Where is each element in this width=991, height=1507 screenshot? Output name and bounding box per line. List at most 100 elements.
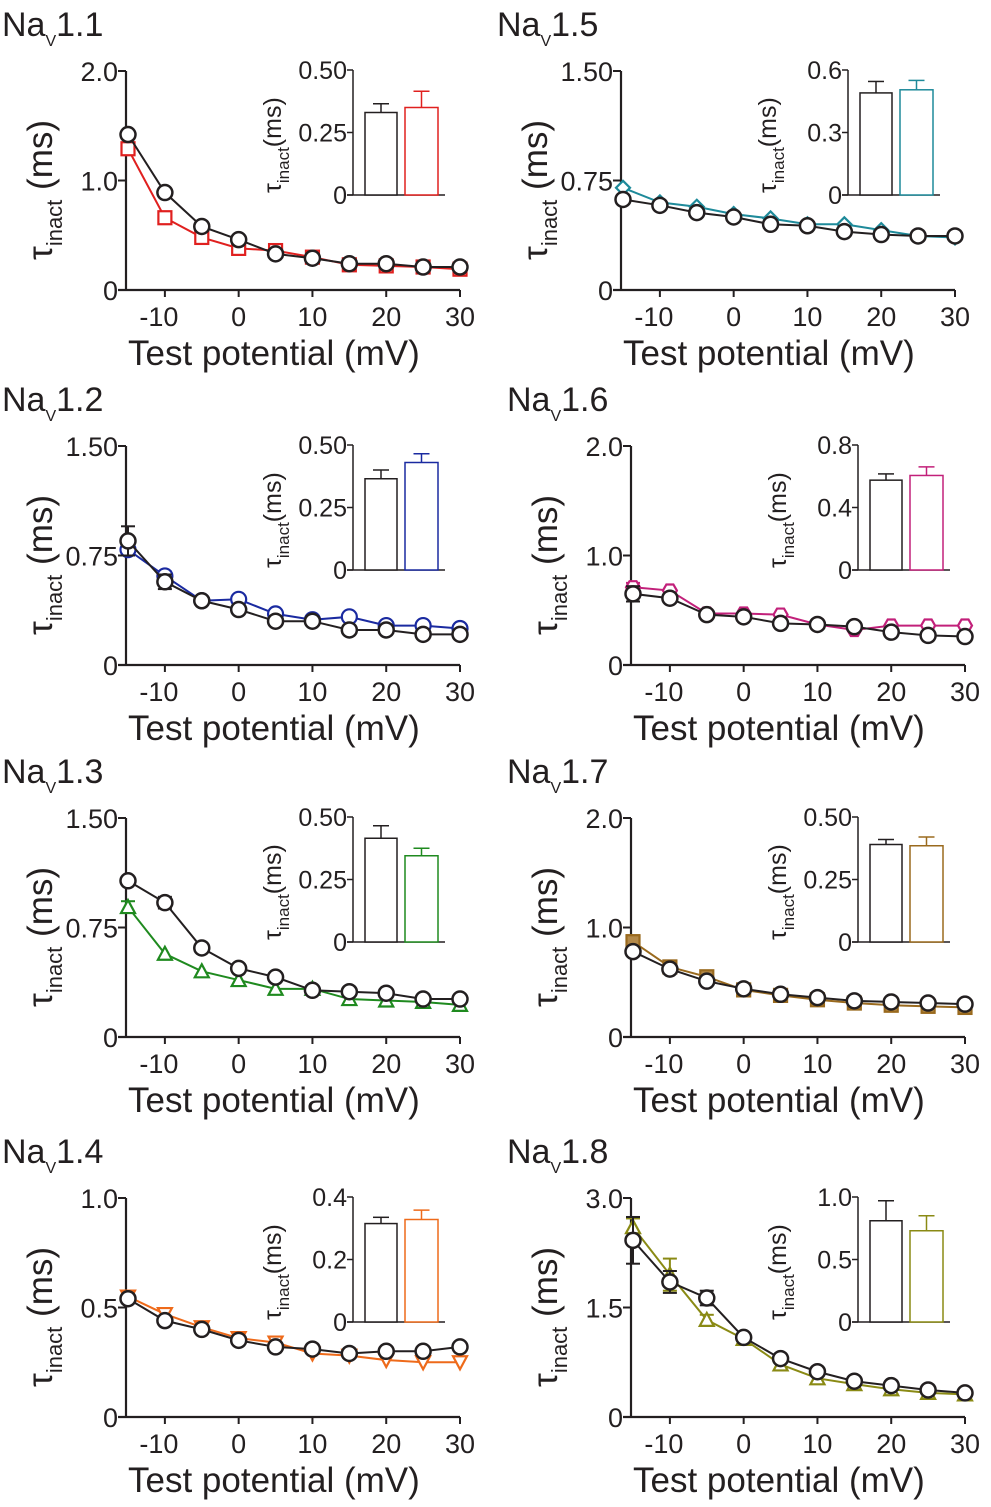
inset-y-label-tau: τ	[259, 558, 287, 568]
data-point-control	[377, 984, 395, 1002]
y-tick-label: 0	[598, 276, 613, 306]
data-point-control	[193, 939, 211, 957]
data-point-control	[761, 215, 780, 234]
title-subscript: V	[45, 33, 56, 50]
y-tick-label: 2.0	[80, 57, 118, 87]
inset-y-tick-label: 1.0	[817, 1184, 852, 1212]
title-subscript: V	[45, 408, 56, 425]
inset-y-label-subscript: inact	[779, 894, 798, 930]
y-tick-label: 1.0	[585, 542, 623, 572]
y-axis-label: τinact (ms)	[526, 1247, 572, 1387]
y-label-unit: (ms)	[21, 120, 60, 200]
data-point-control	[734, 980, 753, 998]
x-tick-label: 30	[950, 1049, 980, 1079]
inset-y-axis-label: τinact(ms)	[754, 97, 788, 193]
inset-y-tick-label: 0.5	[817, 1247, 852, 1275]
inset-y-label-subscript: inact	[779, 522, 798, 558]
y-axis-label: τinact (ms)	[21, 1247, 67, 1387]
data-point-control	[808, 988, 827, 1007]
inset-y-tick-label: 0.50	[298, 804, 347, 832]
y-tick-label: 3.0	[585, 1184, 623, 1214]
x-tick-label: -10	[139, 677, 178, 707]
x-tick-label: 10	[802, 1049, 832, 1079]
panel-nav1-1: NaV1.1 0 1.0 2.0 -10 0 10 20 30 Test potential (m…	[2, 6, 475, 373]
inset-y-axis-label: τinact(ms)	[259, 1224, 293, 1320]
y-label-subscript: inact	[42, 947, 67, 993]
data-point-control	[919, 626, 937, 645]
title-subscript: V	[45, 1160, 56, 1177]
panel-title: NaV1.7	[507, 753, 608, 797]
title-number: 1.3	[56, 753, 103, 791]
inset-bar-chart: 0 0.2 0.4 τinact(ms)	[259, 1184, 445, 1337]
inset-y-tick-label: 0.25	[298, 120, 347, 148]
data-point-control	[193, 592, 211, 610]
title-subscript: V	[540, 33, 551, 50]
y-axis-label: τinact (ms)	[526, 867, 572, 1007]
data-point-control	[845, 617, 864, 636]
data-point-control	[340, 982, 359, 1001]
data-point-control	[156, 1311, 174, 1330]
data-point-control	[956, 627, 974, 646]
x-tick-label: 20	[371, 302, 401, 332]
panel-title: NaV1.6	[507, 381, 608, 425]
y-tick-label: 0.75	[65, 914, 118, 944]
inset-bar-chart: 0 0.5 1.0 τinact(ms)	[764, 1184, 950, 1337]
y-label-tau: τ	[21, 246, 60, 260]
data-point-control	[919, 994, 937, 1012]
fit-line-variant	[127, 906, 461, 1006]
x-tick-label: 10	[297, 302, 327, 332]
x-tick-label: 30	[950, 677, 980, 707]
title-prefix: Na	[2, 753, 46, 791]
panel-nav1-8: NaV1.8 0 1.5 3.0 -10 0 10 20 30 Test potential (m…	[507, 1133, 980, 1500]
data-point-control	[808, 615, 827, 634]
inset-bar-control	[364, 111, 398, 196]
y-axis-label: τinact (ms)	[21, 867, 67, 1007]
inset-y-label-tau: τ	[754, 183, 782, 193]
data-point-control	[229, 230, 248, 249]
inset-y-tick-label: 0	[333, 929, 347, 957]
y-label-tau: τ	[526, 621, 565, 635]
x-tick-label: 30	[950, 1429, 980, 1459]
y-tick-label: 1.5	[585, 1294, 623, 1324]
x-tick-label: 30	[940, 302, 970, 332]
panel-nav1-6: NaV1.6 0 1.0 2.0 -10 0 10 20 30 Test potential (m…	[507, 381, 980, 748]
y-axis-label: τinact (ms)	[516, 120, 562, 260]
inset-bar-variant	[404, 461, 439, 571]
y-tick-label: 0	[103, 276, 118, 306]
panel-nav1-7: NaV1.7 0 1.0 2.0 -10 0 10 20 30 Test potential (m…	[507, 753, 980, 1120]
data-point-control	[451, 1338, 469, 1356]
data-point-control	[193, 1320, 211, 1339]
data-point-control	[266, 968, 285, 986]
data-point-variant	[157, 210, 173, 226]
inset-y-label-unit: (ms)	[259, 844, 287, 894]
inset-y-label-unit: (ms)	[259, 97, 287, 147]
y-label-subscript: inact	[42, 575, 67, 621]
x-tick-label: -10	[644, 677, 683, 707]
fit-line-control	[127, 1297, 461, 1355]
data-point-control	[414, 625, 432, 644]
x-tick-label: 30	[445, 1049, 475, 1079]
data-point-control	[771, 985, 790, 1004]
data-point-control	[451, 990, 469, 1008]
fit-line-variant	[127, 548, 461, 630]
inset-y-axis-label: τinact(ms)	[764, 1224, 798, 1320]
title-subscript: V	[550, 1160, 561, 1177]
inset-y-tick-label: 0.3	[807, 120, 842, 148]
y-tick-label: 0.75	[560, 167, 613, 197]
data-point-control	[414, 1342, 432, 1361]
fit-line-control	[127, 133, 460, 269]
inset-y-label-unit: (ms)	[764, 1224, 792, 1274]
inset-bar-variant	[909, 845, 944, 943]
data-point-control	[919, 1381, 937, 1399]
x-axis-label: Test potential (mV)	[128, 709, 420, 748]
inset-y-axis-label: τinact(ms)	[259, 97, 293, 193]
x-axis-label: Test potential (mV)	[633, 1081, 925, 1120]
x-tick-label: 20	[876, 677, 906, 707]
data-point-control	[882, 623, 900, 641]
y-axis-label: τinact (ms)	[21, 120, 67, 260]
y-label-unit: (ms)	[526, 1247, 565, 1327]
data-point-control	[451, 258, 469, 276]
